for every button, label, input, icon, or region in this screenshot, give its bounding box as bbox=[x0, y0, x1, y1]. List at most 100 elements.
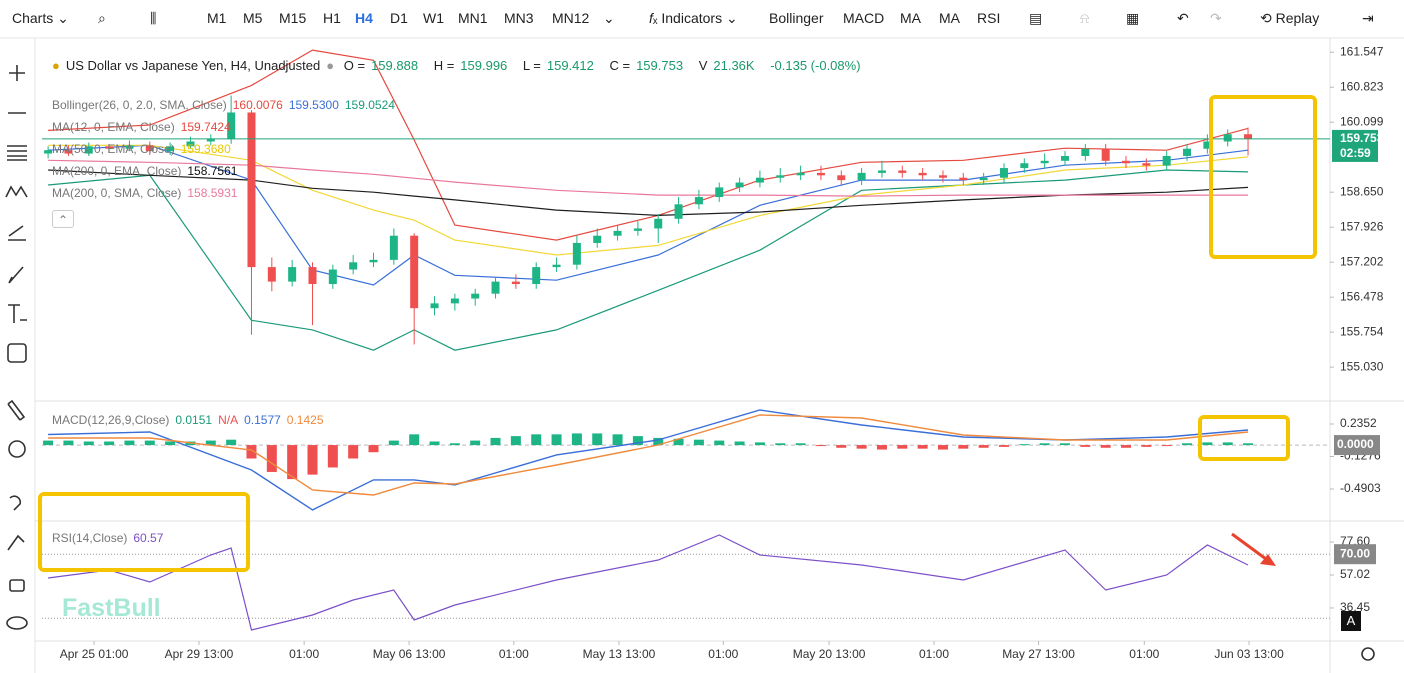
candle-body bbox=[44, 150, 53, 154]
charts-label[interactable]: Charts bbox=[12, 10, 54, 26]
timeframe[interactable]: D1 bbox=[390, 10, 408, 26]
x-tick-label: May 20 13:00 bbox=[793, 647, 866, 661]
candle-body bbox=[654, 218, 663, 229]
candle-body bbox=[938, 175, 947, 178]
study-name: MACD(12,26,9,Close) bbox=[52, 413, 170, 427]
histogram-bar bbox=[1161, 445, 1172, 447]
collapse-button[interactable]: ⌃ bbox=[52, 210, 74, 228]
y-tick-label: 160.099 bbox=[1340, 114, 1384, 128]
histogram-bar bbox=[1121, 445, 1132, 448]
visibility-tool[interactable] bbox=[6, 616, 28, 630]
candle-body bbox=[552, 264, 561, 268]
histogram-bar bbox=[795, 443, 806, 446]
zoom-tool[interactable] bbox=[8, 440, 26, 458]
alert-icon[interactable]: ⍾ bbox=[1080, 10, 1090, 26]
histogram-bar bbox=[734, 441, 745, 446]
study-legend: MA(12, 0, EMA, Close) 159.7424 bbox=[52, 120, 237, 134]
overlay-line bbox=[48, 49, 1249, 241]
undo-icon[interactable]: ↶ bbox=[1177, 10, 1189, 26]
ruler-tool[interactable] bbox=[7, 399, 26, 421]
timeframe[interactable]: MN1 bbox=[458, 10, 488, 26]
x-tick-label: 01:00 bbox=[919, 647, 949, 661]
auto-scale-button[interactable]: A bbox=[1341, 611, 1361, 631]
timeframe-more[interactable]: ⌄ bbox=[603, 10, 615, 26]
ohlc-item: H = 159.996 bbox=[434, 58, 514, 73]
study-button[interactable]: Bollinger bbox=[769, 10, 824, 26]
last-price-label: 159.753 bbox=[1340, 131, 1384, 145]
redo-icon[interactable]: ↷ bbox=[1210, 10, 1222, 26]
histogram-bar bbox=[429, 441, 440, 446]
panel-icon[interactable]: ⇥ bbox=[1362, 10, 1374, 26]
timeframe[interactable]: MN3 bbox=[504, 10, 534, 26]
replay-button[interactable]: ⟲ Replay bbox=[1260, 10, 1320, 26]
study-button[interactable]: MA bbox=[939, 10, 960, 26]
overlay-line bbox=[48, 144, 1249, 256]
study-value: 160.0076 bbox=[232, 98, 283, 112]
timeframe[interactable]: W1 bbox=[423, 10, 444, 26]
study-button[interactable]: MA bbox=[900, 10, 921, 26]
candle-body bbox=[877, 170, 886, 173]
magnet-tool[interactable] bbox=[9, 495, 22, 511]
y-tick-label: 160.823 bbox=[1340, 79, 1384, 93]
y-tick-label: 36.45 bbox=[1340, 600, 1370, 614]
crosshair-tool[interactable] bbox=[9, 65, 25, 81]
x-tick-label: Apr 29 13:00 bbox=[165, 647, 234, 661]
arrow-head bbox=[1260, 554, 1276, 566]
timeframe[interactable]: M1 bbox=[207, 10, 227, 26]
candle-body bbox=[64, 150, 73, 154]
draw-mode-tool[interactable] bbox=[7, 534, 25, 551]
candle-body bbox=[430, 303, 439, 309]
candle-body bbox=[1081, 148, 1090, 156]
timeframe[interactable]: H1 bbox=[323, 10, 341, 26]
histogram-bar bbox=[1222, 442, 1233, 446]
pattern-tool[interactable] bbox=[5, 185, 28, 198]
histogram-bar bbox=[409, 434, 420, 446]
study-value: 158.7561 bbox=[187, 164, 238, 178]
search-icon[interactable]: ⌕ bbox=[98, 10, 106, 26]
y-tick-label: 155.030 bbox=[1340, 359, 1384, 373]
study-name: MA(12, 0, EMA, Close) bbox=[52, 120, 175, 134]
replay-label[interactable]: Replay bbox=[1275, 10, 1320, 26]
x-tick-label: May 06 13:00 bbox=[373, 647, 446, 661]
candle-body bbox=[1101, 148, 1110, 161]
study-button[interactable]: RSI bbox=[977, 10, 1001, 26]
x-tick-label: 01:00 bbox=[708, 647, 738, 661]
timeframe[interactable]: M5 bbox=[243, 10, 263, 26]
y-tick-label: 161.547 bbox=[1340, 44, 1384, 58]
histogram-bar bbox=[937, 445, 948, 450]
macd-line bbox=[48, 414, 1249, 496]
histogram-bar bbox=[287, 445, 298, 480]
timeframe[interactable]: MN12 bbox=[552, 10, 590, 26]
indicators-menu[interactable]: fₓ Indicators ⌄ bbox=[649, 10, 738, 26]
candle-body bbox=[755, 177, 764, 183]
histogram-bar bbox=[1039, 443, 1050, 446]
study-name: RSI(14,Close) bbox=[52, 531, 128, 545]
candle-body bbox=[450, 298, 459, 304]
chart-type-icon[interactable]: ⫼ bbox=[150, 10, 157, 26]
candle-body bbox=[593, 235, 602, 243]
calendar-icon[interactable]: ▦ bbox=[1126, 10, 1140, 26]
brush-tool[interactable] bbox=[8, 266, 24, 284]
study-value: 0.1577 bbox=[244, 413, 281, 427]
charts-menu[interactable]: Charts ⌄ bbox=[12, 10, 69, 26]
histogram-bar bbox=[876, 445, 887, 450]
histogram-bar bbox=[1080, 445, 1091, 447]
ohlc-value: 159.412 bbox=[546, 58, 594, 73]
emoji-tool[interactable] bbox=[7, 343, 27, 363]
timeframe[interactable]: M15 bbox=[279, 10, 307, 26]
fib-tool[interactable] bbox=[7, 145, 27, 161]
indicators-label[interactable]: Indicators bbox=[661, 10, 723, 26]
lock-tool[interactable] bbox=[9, 579, 25, 592]
timeframe[interactable]: H4 bbox=[355, 10, 373, 26]
settings-icon[interactable] bbox=[1361, 647, 1375, 661]
histogram-bar bbox=[327, 445, 338, 468]
study-button[interactable]: MACD bbox=[843, 10, 885, 26]
x-tick-label: May 13 13:00 bbox=[583, 647, 656, 661]
candle-body bbox=[1183, 148, 1192, 156]
ohlc-label: H = bbox=[433, 58, 455, 73]
projection-tool[interactable] bbox=[8, 225, 26, 241]
text-tool[interactable] bbox=[8, 304, 27, 323]
histogram-bar bbox=[958, 445, 969, 449]
rsi-legend: RSI(14,Close) 60.57 bbox=[52, 531, 169, 545]
layout-icon[interactable]: ▤ bbox=[1029, 10, 1043, 26]
